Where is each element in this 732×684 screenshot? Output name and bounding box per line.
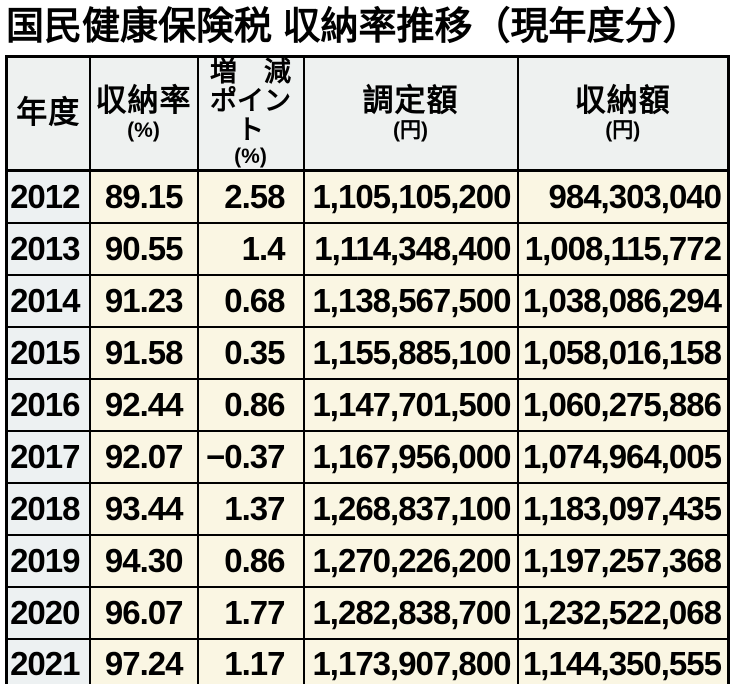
cell-rate: 90.55 (88, 221, 199, 276)
cell-assessed: 1,167,956,000 (302, 429, 519, 484)
table-row: 2015 91.58 0.35 1,155,885,100 1,058,016,158 (5, 325, 730, 380)
page-title: 国民健康保険税 収納率推移（現年度分） (6, 6, 701, 48)
cell-change: 1.77 (196, 585, 305, 640)
cell-collected: 984,303,040 (516, 169, 730, 224)
cell-change: 0.86 (196, 533, 305, 588)
col-header-assessed-label: 調定額 (362, 82, 459, 118)
col-header-rate-unit: (%) (127, 118, 160, 142)
cell-change: 1.4 (196, 221, 305, 276)
table-row: 2017 92.07 −0.37 1,167,956,000 1,074,964,005 (5, 429, 730, 484)
table-row: 2019 94.30 0.86 1,270,226,200 1,197,257,368 (5, 533, 730, 588)
col-header-change-label-line1: 増 減 (210, 56, 291, 87)
cell-year: 2021 (5, 637, 91, 684)
cell-year: 2015 (5, 325, 91, 380)
cell-rate: 93.44 (88, 481, 199, 536)
cell-change: 2.58 (196, 169, 305, 224)
cell-assessed: 1,155,885,100 (302, 325, 519, 380)
col-header-assessed-unit: (円) (393, 118, 428, 142)
cell-year: 2020 (5, 585, 91, 640)
col-header-rate-label: 収納率 (95, 82, 192, 118)
table-row: 2012 89.15 2.58 1,105,105,200 984,303,040 (5, 169, 730, 224)
cell-assessed: 1,282,838,700 (302, 585, 519, 640)
cell-change: 1.17 (196, 637, 305, 684)
cell-rate: 97.24 (88, 637, 199, 684)
cell-change: 0.68 (196, 273, 305, 328)
cell-assessed: 1,173,907,800 (302, 637, 519, 684)
table-row: 2013 90.55 1.4 1,114,348,400 1,008,115,772 (5, 221, 730, 276)
table-row: 2014 91.23 0.68 1,138,567,500 1,038,086,294 (5, 273, 730, 328)
cell-year: 2014 (5, 273, 91, 328)
cell-collected: 1,197,257,368 (516, 533, 730, 588)
cell-change: 0.35 (196, 325, 305, 380)
col-header-collected-unit: (円) (605, 118, 641, 142)
table-row: 2016 92.44 0.86 1,147,701,500 1,060,275,886 (5, 377, 730, 432)
cell-rate: 91.23 (88, 273, 199, 328)
cell-assessed: 1,147,701,500 (302, 377, 519, 432)
cell-change: −0.37 (196, 429, 305, 484)
cell-collected: 1,144,350,555 (516, 637, 730, 684)
col-header-collected: 収納額 (円) (516, 55, 730, 173)
col-header-assessed: 調定額 (円) (302, 55, 519, 173)
cell-assessed: 1,138,567,500 (302, 273, 519, 328)
col-header-change-label-line2: ポイント (210, 85, 291, 145)
cell-collected: 1,074,964,005 (516, 429, 730, 484)
table-row: 2021 97.24 1.17 1,173,907,800 1,144,350,555 (5, 637, 730, 684)
cell-year: 2018 (5, 481, 91, 536)
cell-assessed: 1,268,837,100 (302, 481, 519, 536)
cell-change: 0.86 (196, 377, 305, 432)
col-header-change: 増 減 ポイント (%) (196, 55, 305, 173)
cell-collected: 1,038,086,294 (516, 273, 730, 328)
table-row: 2018 93.44 1.37 1,268,837,100 1,183,097,435 (5, 481, 730, 536)
col-header-change-unit: (%) (234, 144, 267, 168)
cell-year: 2012 (5, 169, 91, 224)
cell-collected: 1,008,115,772 (516, 221, 730, 276)
cell-rate: 92.07 (88, 429, 199, 484)
cell-rate: 94.30 (88, 533, 199, 588)
collection-rate-table: 年度 収納率 (%) 増 減 ポイント (%) 調定額 (円) 収納額 (円 (5, 54, 730, 684)
cell-collected: 1,232,522,068 (516, 585, 730, 640)
header-row: 年度 収納率 (%) 増 減 ポイント (%) 調定額 (円) 収納額 (円 (5, 55, 730, 173)
cell-rate: 91.58 (88, 325, 199, 380)
cell-assessed: 1,105,105,200 (302, 169, 519, 224)
col-header-rate: 収納率 (%) (88, 55, 199, 173)
cell-collected: 1,183,097,435 (516, 481, 730, 536)
cell-change: 1.37 (196, 481, 305, 536)
col-header-year: 年度 (5, 55, 91, 173)
cell-year: 2017 (5, 429, 91, 484)
cell-rate: 92.44 (88, 377, 199, 432)
cell-year: 2016 (5, 377, 91, 432)
table-row: 2020 96.07 1.77 1,282,838,700 1,232,522,068 (5, 585, 730, 640)
col-header-collected-label: 収納額 (574, 82, 671, 118)
cell-assessed: 1,114,348,400 (302, 221, 519, 276)
col-header-year-label: 年度 (16, 94, 81, 130)
cell-assessed: 1,270,226,200 (302, 533, 519, 588)
cell-rate: 96.07 (88, 585, 199, 640)
cell-rate: 89.15 (88, 169, 199, 224)
cell-collected: 1,058,016,158 (516, 325, 730, 380)
cell-year: 2019 (5, 533, 91, 588)
cell-collected: 1,060,275,886 (516, 377, 730, 432)
table-body: 2012 89.15 2.58 1,105,105,200 984,303,040 201… (5, 169, 730, 684)
cell-year: 2013 (5, 221, 91, 276)
